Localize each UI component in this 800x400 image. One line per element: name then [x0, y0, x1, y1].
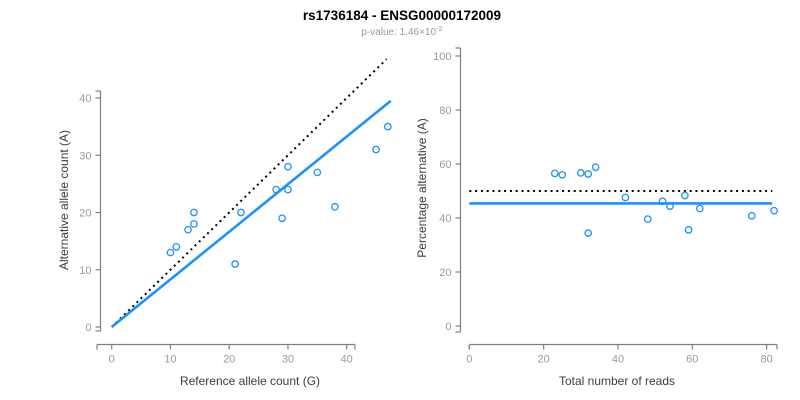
- data-point: [284, 185, 292, 194]
- data-point: [584, 229, 593, 237]
- left-y-axis-title: Alternative allele count (A): [57, 130, 71, 270]
- y-axis-tick-label: 100: [433, 51, 451, 63]
- x-axis-tick-label: 0: [466, 354, 472, 366]
- data-point: [591, 163, 600, 172]
- x-axis-tick-label: 20: [223, 354, 235, 366]
- data-point: [172, 243, 181, 251]
- x-axis-tick-label: 40: [341, 354, 353, 366]
- data-point: [237, 208, 245, 217]
- data-point: [331, 202, 339, 211]
- data-point: [643, 215, 652, 223]
- x-axis-tick-label: 10: [164, 354, 176, 366]
- data-points: [550, 163, 778, 237]
- y-axis-tick-label: 10: [79, 265, 91, 277]
- figure-title: rs1736184 - ENSG00000172009: [303, 8, 501, 23]
- left-panel: Reference allele count (G) Alternative a…: [57, 58, 392, 388]
- data-point: [684, 226, 693, 234]
- data-point: [681, 191, 689, 200]
- right-panel: Total number of reads Percentage alterna…: [415, 47, 778, 388]
- data-point: [190, 208, 198, 217]
- identity-line: [111, 58, 388, 328]
- right-y-axis-title: Percentage alternative (A): [415, 118, 429, 257]
- y-axis-tick-label: 0: [445, 321, 451, 333]
- x-axis-tick-label: 60: [686, 354, 698, 366]
- left-x-axis-title: Reference allele count (G): [180, 374, 320, 388]
- data-point: [576, 169, 585, 177]
- y-axis-tick-label: 60: [439, 159, 451, 171]
- subtitle-exponent: -2: [436, 24, 443, 33]
- data-point: [621, 193, 630, 202]
- data-point: [770, 206, 778, 215]
- data-point: [372, 145, 380, 154]
- data-point: [558, 170, 567, 179]
- y-axis-tick-label: 0: [85, 322, 91, 334]
- y-axis-tick-label: 80: [439, 105, 451, 117]
- x-axis-tick-label: 20: [538, 354, 550, 366]
- data-point: [747, 211, 756, 220]
- subtitle-text: p-value: 1.46×10: [361, 27, 436, 38]
- data-points: [166, 122, 392, 268]
- data-point: [278, 214, 286, 223]
- y-axis-tick-label: 30: [79, 150, 91, 162]
- data-point: [166, 248, 175, 257]
- data-point: [550, 169, 559, 178]
- y-axis-tick-label: 40: [439, 213, 451, 225]
- data-point: [231, 260, 239, 268]
- data-point: [313, 168, 322, 177]
- x-axis-tick-label: 30: [282, 354, 294, 366]
- right-x-axis-title: Total number of reads: [559, 374, 675, 388]
- x-axis-tick-label: 80: [761, 354, 773, 366]
- data-point: [190, 220, 198, 228]
- y-axis-tick-label: 40: [79, 93, 91, 105]
- data-point: [272, 185, 281, 194]
- data-point: [184, 225, 192, 234]
- data-point: [383, 122, 392, 131]
- data-point: [584, 170, 593, 178]
- x-axis-tick-label: 40: [612, 354, 624, 366]
- data-point: [284, 162, 292, 171]
- y-axis-tick-label: 20: [439, 267, 451, 279]
- data-point: [658, 197, 667, 206]
- y-axis-tick-label: 20: [79, 208, 91, 220]
- fit-line: [110, 99, 392, 329]
- x-axis-tick-label: 0: [109, 354, 115, 366]
- data-point: [695, 204, 704, 213]
- figure-subtitle: p-value: 1.46×10-2: [361, 24, 442, 38]
- data-point: [666, 202, 674, 210]
